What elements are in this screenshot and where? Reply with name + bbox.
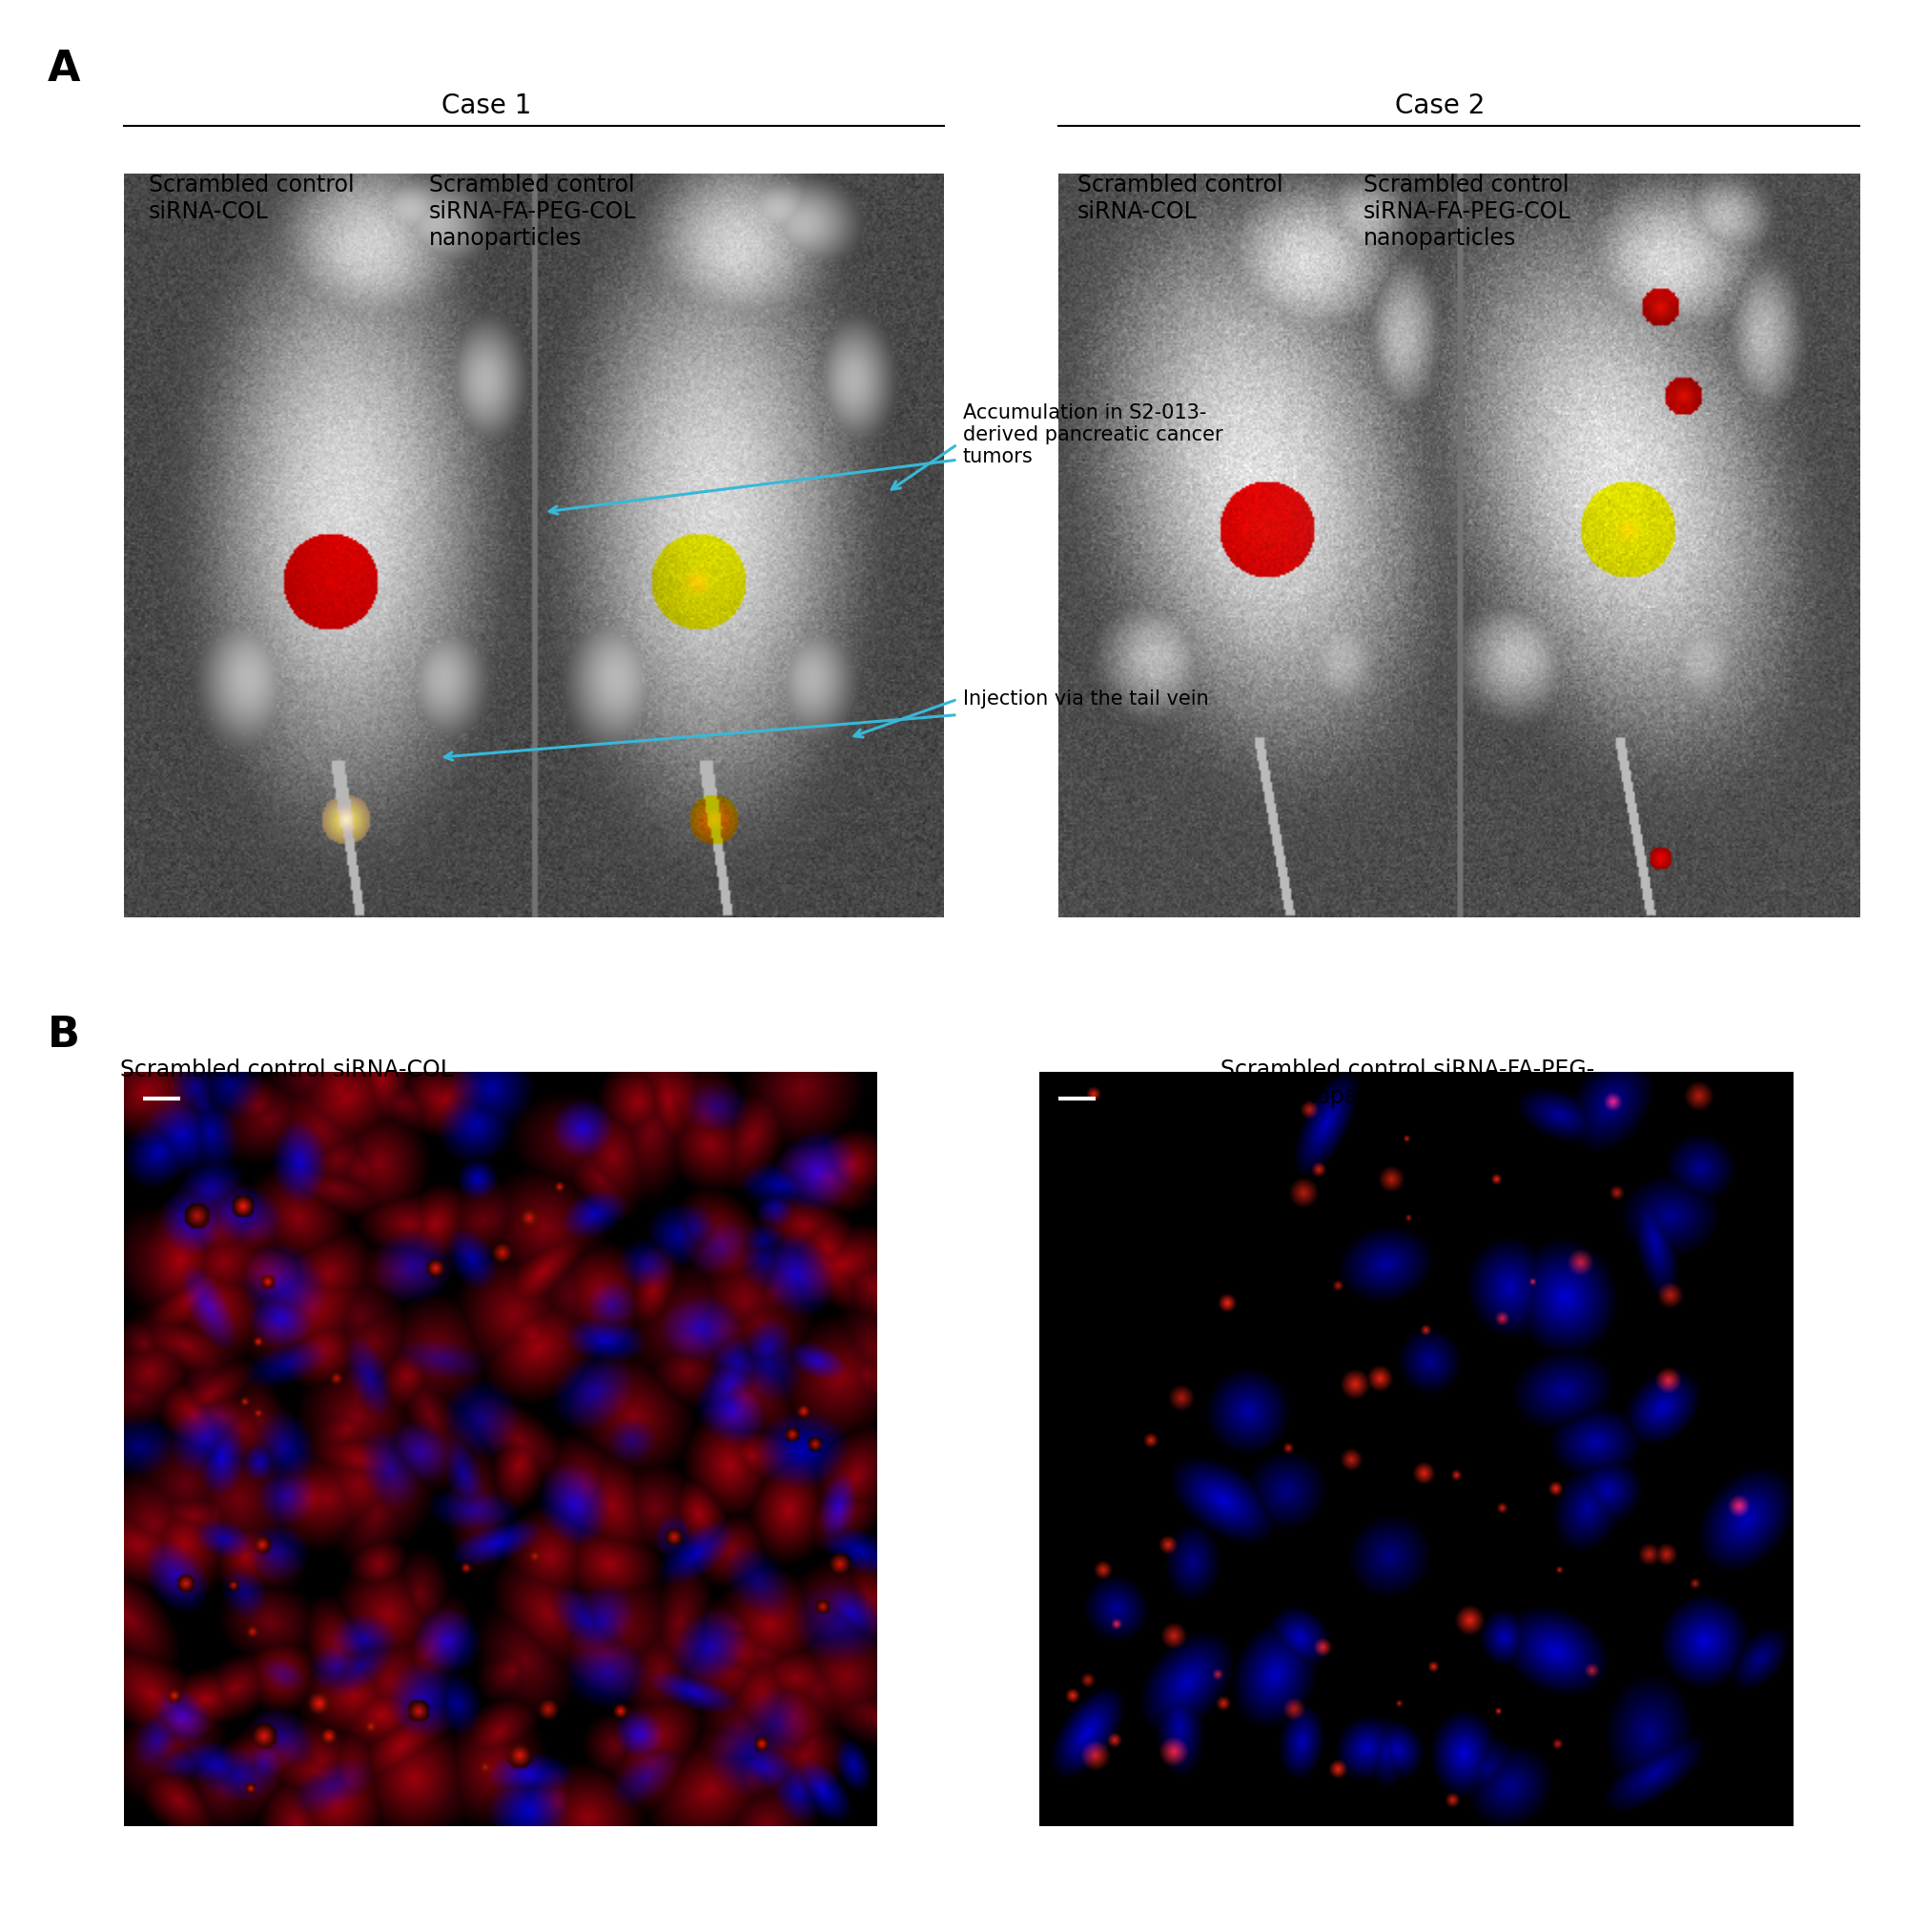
Text: Scrambled control
siRNA-FA-PEG-COL
nanoparticles: Scrambled control siRNA-FA-PEG-COL nanop… bbox=[1364, 174, 1571, 249]
Text: Case 2: Case 2 bbox=[1394, 93, 1486, 120]
Text: Accumulation in S2-013-
derived pancreatic cancer
tumors: Accumulation in S2-013- derived pancreat… bbox=[963, 404, 1222, 466]
Text: B: B bbox=[48, 1014, 80, 1055]
Text: Scrambled control siRNA-COL: Scrambled control siRNA-COL bbox=[120, 1059, 452, 1082]
Text: Case 1: Case 1 bbox=[441, 93, 532, 120]
Text: Scrambled control
siRNA-COL: Scrambled control siRNA-COL bbox=[1077, 174, 1283, 224]
Text: A: A bbox=[48, 48, 80, 89]
Text: Scrambled control
siRNA-COL: Scrambled control siRNA-COL bbox=[149, 174, 355, 224]
Text: Injection via the tail vein: Injection via the tail vein bbox=[963, 690, 1209, 709]
Text: Scrambled control
siRNA-FA-PEG-COL
nanoparticles: Scrambled control siRNA-FA-PEG-COL nanop… bbox=[429, 174, 637, 249]
Text: Scrambled control siRNA-FA-PEG-
COL nanoparticles: Scrambled control siRNA-FA-PEG- COL nano… bbox=[1220, 1059, 1594, 1109]
